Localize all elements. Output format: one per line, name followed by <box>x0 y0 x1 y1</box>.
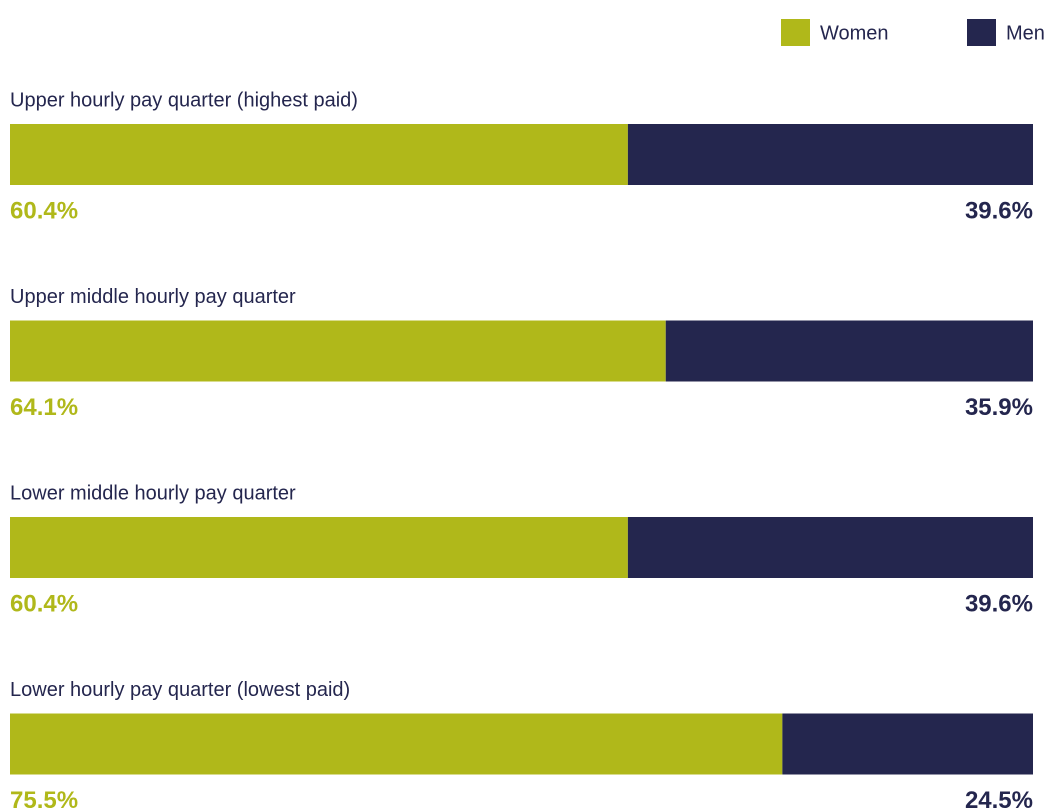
legend-label: Women <box>820 22 889 44</box>
bar-segment <box>10 124 628 185</box>
category-label: Lower hourly pay quarter (lowest paid) <box>10 679 350 701</box>
bar-segment <box>10 713 783 775</box>
value-label: 24.5% <box>965 787 1033 809</box>
category-label: Upper hourly pay quarter (highest paid) <box>10 89 358 111</box>
value-label: 39.6% <box>965 197 1033 224</box>
bar-segment <box>665 320 1033 382</box>
value-label: 60.4% <box>10 197 78 224</box>
value-label: 60.4% <box>10 590 78 617</box>
legend-label: Men <box>1006 22 1045 44</box>
legend-swatch <box>967 19 996 46</box>
bar-segment <box>627 124 1033 185</box>
value-label: 35.9% <box>965 394 1033 421</box>
value-label: 64.1% <box>10 394 78 421</box>
category-label: Upper middle hourly pay quarter <box>10 286 296 308</box>
bar-segment <box>782 713 1033 775</box>
bar-segment <box>627 517 1033 578</box>
bar-segment <box>10 320 666 382</box>
value-label: 75.5% <box>10 787 78 809</box>
value-label: 39.6% <box>965 590 1033 617</box>
legend-swatch <box>781 19 810 46</box>
category-label: Lower middle hourly pay quarter <box>10 482 296 504</box>
bar-segment <box>10 517 628 578</box>
